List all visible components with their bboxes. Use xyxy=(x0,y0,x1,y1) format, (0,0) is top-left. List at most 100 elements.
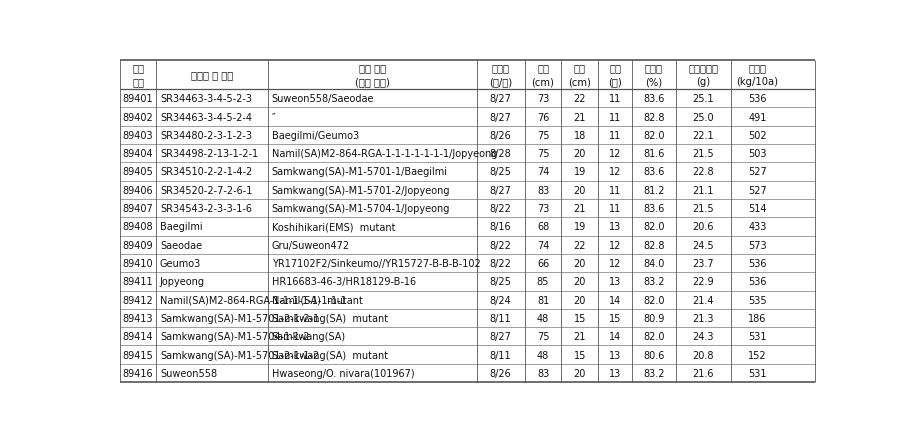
Text: Samkwang(SA)-M1-5701-2-1-2-1: Samkwang(SA)-M1-5701-2-1-2-1 xyxy=(159,313,319,323)
Text: ″: ″ xyxy=(271,112,275,122)
Text: 8/11: 8/11 xyxy=(489,313,511,323)
Text: 89403: 89403 xyxy=(123,131,153,141)
Text: 74: 74 xyxy=(537,240,548,250)
Text: 20: 20 xyxy=(573,149,586,159)
Text: 75: 75 xyxy=(537,332,548,342)
Text: 84.0: 84.0 xyxy=(642,259,664,269)
Text: 535: 535 xyxy=(747,295,766,305)
Text: 527: 527 xyxy=(747,167,766,177)
Text: 21.5: 21.5 xyxy=(691,204,713,214)
Text: 83.6: 83.6 xyxy=(642,167,664,177)
Text: 82.8: 82.8 xyxy=(642,112,664,122)
Text: 출수기
(월/일): 출수기 (월/일) xyxy=(488,63,512,87)
Text: 18: 18 xyxy=(573,131,585,141)
Text: 19: 19 xyxy=(573,167,585,177)
Text: 22: 22 xyxy=(573,94,586,104)
Text: 89402: 89402 xyxy=(122,112,153,122)
Text: 73: 73 xyxy=(537,94,548,104)
Text: Baegilmi: Baegilmi xyxy=(159,222,202,232)
Text: 89404: 89404 xyxy=(123,149,153,159)
Text: 8/26: 8/26 xyxy=(489,368,511,378)
Text: 89407: 89407 xyxy=(122,204,153,214)
Text: 13: 13 xyxy=(609,222,620,232)
Text: 76: 76 xyxy=(537,112,548,122)
Text: 22.1: 22.1 xyxy=(691,131,713,141)
Text: Samkwang(SA)-M1-5701-1/Baegilmi: Samkwang(SA)-M1-5701-1/Baegilmi xyxy=(271,167,447,177)
Text: 21: 21 xyxy=(573,112,586,122)
Text: 514: 514 xyxy=(747,204,766,214)
Text: 22.9: 22.9 xyxy=(691,277,713,287)
Text: 11: 11 xyxy=(609,94,620,104)
Text: Samkwang(SA): Samkwang(SA) xyxy=(271,332,345,342)
Text: 89408: 89408 xyxy=(123,222,153,232)
Text: 8/22: 8/22 xyxy=(489,240,511,250)
Text: 20: 20 xyxy=(573,259,586,269)
Text: 83.2: 83.2 xyxy=(642,277,664,287)
Text: 간장
(cm): 간장 (cm) xyxy=(531,63,554,87)
Text: 82.8: 82.8 xyxy=(642,240,664,250)
Text: 89405: 89405 xyxy=(122,167,153,177)
Text: 8/25: 8/25 xyxy=(489,167,511,177)
Text: YR17102F2/Sinkeumo//YR15727-B-B-B-102: YR17102F2/Sinkeumo//YR15727-B-B-B-102 xyxy=(271,259,480,269)
Text: 교배 조합
(계통 특성): 교배 조합 (계통 특성) xyxy=(354,63,389,87)
Text: 14: 14 xyxy=(609,332,620,342)
Text: 23.7: 23.7 xyxy=(691,259,713,269)
Text: 81.2: 81.2 xyxy=(642,185,664,195)
Text: 433: 433 xyxy=(748,222,766,232)
Text: 25.1: 25.1 xyxy=(691,94,713,104)
Text: Namil(SA)M2-864-RGA-1-1-1-1-1-1-1/Jopyeong: Namil(SA)M2-864-RGA-1-1-1-1-1-1-1/Jopyeo… xyxy=(271,149,496,159)
Text: 25.0: 25.0 xyxy=(691,112,713,122)
Text: 68: 68 xyxy=(537,222,548,232)
Text: Baegilmi/Geumo3: Baegilmi/Geumo3 xyxy=(271,131,358,141)
Text: 186: 186 xyxy=(748,313,766,323)
Text: Hwaseong/O. nivara(101967): Hwaseong/O. nivara(101967) xyxy=(271,368,414,378)
Text: 21.4: 21.4 xyxy=(692,295,713,305)
Text: 8/25: 8/25 xyxy=(489,277,511,287)
Text: 시험
번호: 시험 번호 xyxy=(132,63,144,87)
Text: 8/24: 8/24 xyxy=(489,295,511,305)
Text: 89411: 89411 xyxy=(123,277,153,287)
Text: 제현율
(%): 제현율 (%) xyxy=(644,63,662,87)
Text: 20.8: 20.8 xyxy=(692,350,713,360)
Text: 89410: 89410 xyxy=(123,259,153,269)
Text: Namil(SA)M2-864-RGA-1-1-1-1-1-1-1-1: Namil(SA)M2-864-RGA-1-1-1-1-1-1-1-1 xyxy=(159,295,346,305)
Text: 15: 15 xyxy=(573,313,586,323)
Text: Samkwang(SA)-M1-5704-1-1-2: Samkwang(SA)-M1-5704-1-1-2 xyxy=(159,332,309,342)
Text: 20: 20 xyxy=(573,295,586,305)
Text: 15: 15 xyxy=(573,350,586,360)
Text: 24.3: 24.3 xyxy=(692,332,713,342)
Text: 22: 22 xyxy=(573,240,586,250)
Text: Samkwang(SA)  mutant: Samkwang(SA) mutant xyxy=(271,313,387,323)
Text: 19: 19 xyxy=(573,222,585,232)
Text: 89401: 89401 xyxy=(123,94,153,104)
Text: 21.5: 21.5 xyxy=(691,149,713,159)
Text: 22.8: 22.8 xyxy=(691,167,713,177)
Text: 수장
(cm): 수장 (cm) xyxy=(568,63,590,87)
Text: 12: 12 xyxy=(609,240,620,250)
Text: 8/27: 8/27 xyxy=(489,112,511,122)
Text: 89414: 89414 xyxy=(123,332,153,342)
Text: Samkwang(SA)-M1-5701-2-1-1-2: Samkwang(SA)-M1-5701-2-1-1-2 xyxy=(159,350,319,360)
Text: SR34463-3-4-5-2-4: SR34463-3-4-5-2-4 xyxy=(159,112,251,122)
Text: 현미천립중
(g): 현미천립중 (g) xyxy=(688,63,718,87)
Text: 73: 73 xyxy=(537,204,548,214)
Text: Saeodae: Saeodae xyxy=(159,240,202,250)
Text: 85: 85 xyxy=(537,277,548,287)
Text: 20: 20 xyxy=(573,368,586,378)
Text: 24.5: 24.5 xyxy=(691,240,713,250)
Text: 8/27: 8/27 xyxy=(489,94,511,104)
Text: SR34463-3-4-5-2-3: SR34463-3-4-5-2-3 xyxy=(159,94,251,104)
Text: Samkwang(SA)-M1-5701-2/Jopyeong: Samkwang(SA)-M1-5701-2/Jopyeong xyxy=(271,185,450,195)
Text: 20: 20 xyxy=(573,277,586,287)
Text: 13: 13 xyxy=(609,368,620,378)
Text: 80.9: 80.9 xyxy=(642,313,664,323)
Text: 13: 13 xyxy=(609,277,620,287)
Text: SR34480-2-3-1-2-3: SR34480-2-3-1-2-3 xyxy=(159,131,251,141)
Text: 89416: 89416 xyxy=(123,368,153,378)
Text: 89409: 89409 xyxy=(123,240,153,250)
Text: SR34498-2-13-1-2-1: SR34498-2-13-1-2-1 xyxy=(159,149,258,159)
Text: 48: 48 xyxy=(537,350,548,360)
Text: Koshihikari(EMS)  mutant: Koshihikari(EMS) mutant xyxy=(271,222,394,232)
Text: 82.0: 82.0 xyxy=(642,295,664,305)
Text: 8/11: 8/11 xyxy=(489,350,511,360)
